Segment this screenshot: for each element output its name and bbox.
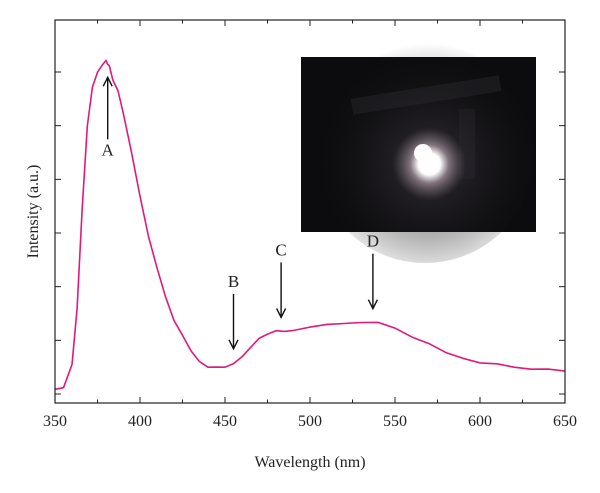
- y-axis-title: Intensity (a.u.): [25, 165, 42, 259]
- x-tick-label: 500: [298, 413, 322, 430]
- x-tick-label: 600: [468, 413, 492, 430]
- annotation-arrowhead-c: [275, 308, 287, 319]
- x-tick-label: 350: [43, 413, 67, 430]
- annotation-arrowhead-a: [102, 75, 113, 87]
- inset-bright-spot: [414, 144, 432, 162]
- x-tick-label: 650: [553, 413, 577, 430]
- plot-frame: [54, 19, 566, 404]
- x-axis-title: Wavelength (nm): [254, 454, 365, 471]
- annotations: A B C D: [102, 75, 379, 351]
- annotation-label-a: A: [102, 140, 115, 159]
- x-tick-label: 400: [128, 413, 152, 430]
- axis-ticks: 350 400 450 500 550 600 650: [43, 20, 577, 430]
- annotation-arrowhead-b: [228, 339, 239, 351]
- annotation-label-b: B: [228, 272, 239, 291]
- x-tick-label: 550: [383, 413, 407, 430]
- annotation-label-c: C: [275, 240, 286, 259]
- series-line: [54, 59, 566, 391]
- inset-photo: [301, 43, 536, 263]
- x-tick-label: 450: [213, 413, 237, 430]
- annotation-arrowhead-d: [367, 299, 379, 311]
- annotation-label-d: D: [367, 232, 379, 251]
